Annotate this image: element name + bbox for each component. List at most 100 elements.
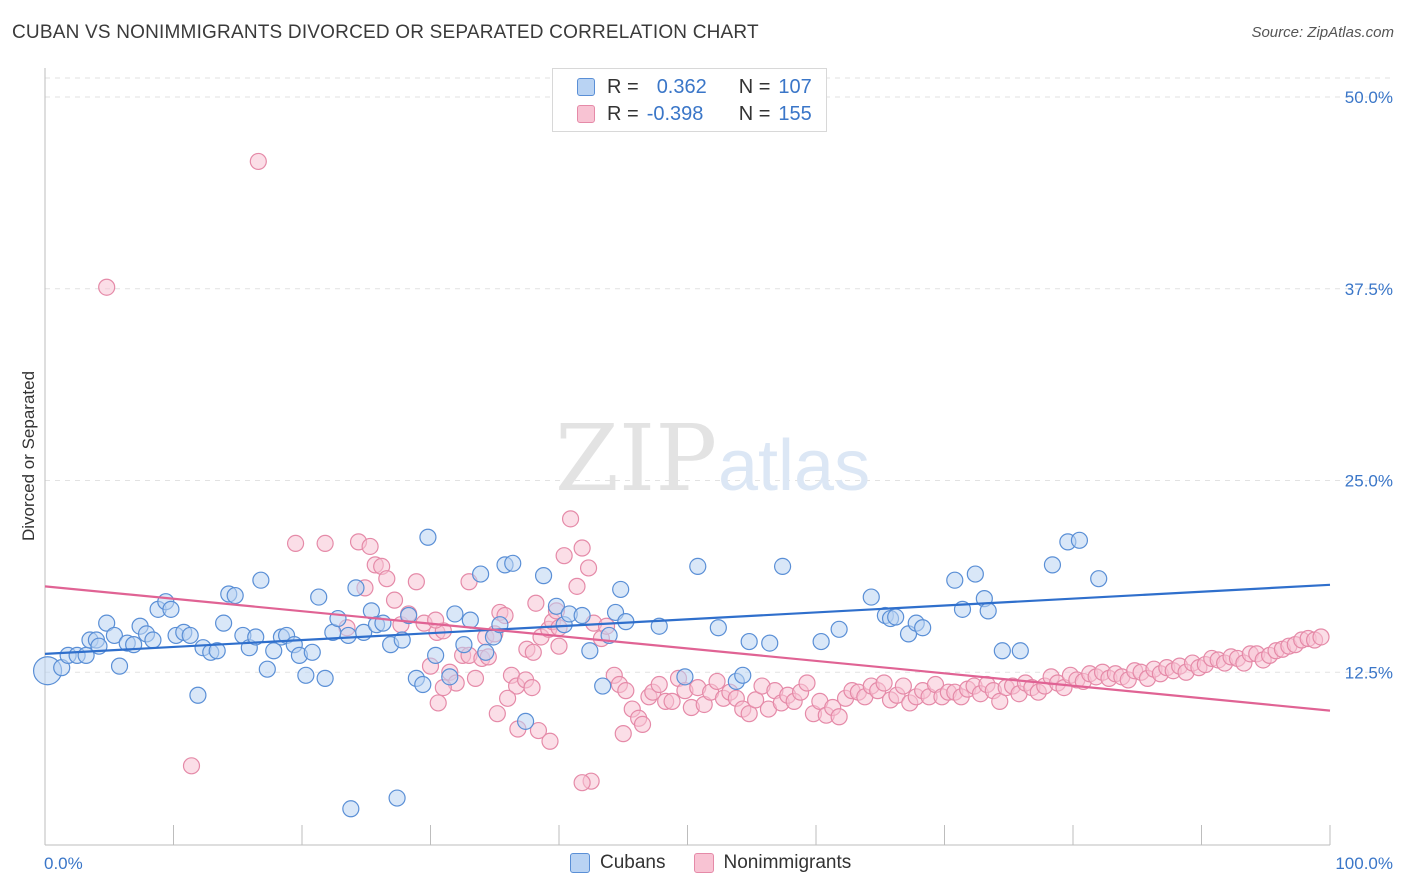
trend-lines	[44, 583, 1331, 712]
nonimmigrants-point-77	[798, 674, 816, 692]
nonimmigrants-point-63	[708, 672, 726, 691]
legend-row-nonimmigrants: R = -0.398 N = 155	[577, 102, 812, 126]
cubans-point-8	[98, 614, 116, 632]
cubans-point-9	[105, 626, 123, 645]
nonimmigrants-point-0	[98, 278, 116, 296]
cubans-point-83	[689, 557, 707, 576]
nonimmigrants-trend-line	[44, 585, 1331, 712]
cubans-point-46	[347, 579, 365, 597]
cubans-point-54	[400, 606, 418, 625]
r-value: 0.362	[656, 75, 707, 98]
cubans-point-33	[258, 660, 276, 678]
cubans-point-31	[247, 628, 265, 646]
cubans-point-81	[650, 617, 668, 635]
n-label: N =	[738, 75, 771, 98]
watermark: ZIP atlas	[555, 405, 870, 512]
cubans-point-42	[316, 669, 334, 687]
nonimmigrants-point-11	[378, 570, 396, 588]
cubans-point-70	[534, 567, 553, 585]
nonimmigrants-point-68	[740, 705, 758, 723]
cubans-point-95	[887, 608, 905, 626]
cubans-point-69	[516, 712, 535, 730]
cubans-point-61	[455, 636, 473, 654]
nonimmigrants-point-42	[579, 559, 598, 577]
nonimmigrants-point-33	[524, 643, 542, 661]
nonimmigrants-point-39	[561, 510, 580, 528]
nonimmigrants-point-69	[747, 691, 765, 709]
nonimmigrants-point-161	[541, 732, 559, 750]
nonimmigrants-swatch	[693, 853, 714, 873]
nonimmigrants-point-54	[650, 675, 668, 694]
nonimmigrants-point-1	[182, 757, 201, 775]
cubans-point-18	[162, 600, 180, 618]
nonimmigrants-point-48	[617, 682, 635, 700]
nonimmigrants-point-82	[830, 708, 848, 726]
legend-label-nonimmigrants: Nonimmigrants	[723, 852, 852, 873]
legend-label-cubans: Cubans	[600, 852, 666, 873]
cubans-point-40	[303, 643, 321, 661]
r-label: R =	[607, 75, 639, 98]
axes	[44, 68, 1331, 846]
cubans-point-41	[310, 588, 328, 606]
x-tick-label-max: 100.0%	[1335, 854, 1393, 873]
cubans-point-34	[265, 642, 283, 660]
nonimmigrants-point-8	[361, 537, 379, 556]
nonimmigrants-point-41	[573, 539, 591, 557]
nonimmigrants-point-165	[523, 678, 541, 697]
cubans-point-22	[189, 686, 207, 704]
cubans-point-63	[472, 565, 490, 583]
y-tick-label-0: 12.5%	[1345, 663, 1393, 682]
n-value: 107	[778, 75, 812, 98]
cubans-point-87	[740, 632, 758, 651]
y-axis-title: Divorced or Separated	[19, 371, 38, 541]
cubans-point-58	[427, 646, 445, 664]
cubans-point-45	[339, 626, 357, 645]
nonimmigrants-point-157	[1312, 628, 1330, 646]
cubans-point-103	[979, 602, 997, 620]
y-tick-label-2: 37.5%	[1345, 280, 1393, 299]
nonimmigrants-point-2	[249, 152, 267, 171]
cubans-point-101	[966, 565, 984, 583]
series-legend: Cubans Nonimmigrants	[570, 852, 879, 874]
cubans-point-108	[1070, 531, 1089, 549]
nonimmigrants-point-175	[573, 774, 591, 792]
cubans-point-92	[862, 588, 880, 606]
watermark-atlas: atlas	[718, 426, 870, 506]
nonimmigrants-point-160	[529, 721, 548, 740]
cubans-point-91	[830, 620, 848, 638]
cubans-point-59	[441, 668, 459, 686]
cubans-point-44	[329, 609, 347, 628]
nonimmigrants-point-38	[555, 547, 573, 565]
correlation-legend: R = 0.362 N = 107 R = -0.398 N = 155	[552, 68, 827, 132]
cubans-point-106	[1043, 556, 1062, 574]
chart-title: CUBAN VS NONIMMIGRANTS DIVORCED OR SEPAR…	[12, 22, 759, 43]
nonimmigrants-point-24	[466, 669, 485, 687]
cubans-point-74	[573, 606, 591, 625]
cubans-point-75	[581, 642, 599, 660]
cubans-point-86	[734, 666, 752, 684]
cubans-point-32	[252, 571, 270, 589]
n-value: 155	[778, 102, 812, 125]
cubans-swatch	[570, 853, 590, 873]
y-tick-label-3: 50.0%	[1345, 88, 1393, 107]
legend-row-cubans: R = 0.362 N = 107	[577, 75, 812, 99]
cubans-point-89	[773, 557, 792, 576]
cubans-point-98	[914, 619, 932, 637]
nonimmigrants-point-56	[663, 692, 681, 710]
cubans-point-90	[812, 632, 830, 651]
nonimmigrants-point-89	[875, 674, 893, 692]
cubans-point-82	[676, 668, 694, 686]
grid-lines	[45, 77, 1393, 673]
nonimmigrants-point-51	[633, 715, 652, 734]
y-tick-labels: 12.5% 25.0% 37.5% 50.0%	[1345, 88, 1393, 682]
nonimmigrants-point-92	[894, 677, 912, 695]
cubans-point-52	[388, 789, 406, 807]
legend-item-nonimmigrants: Nonimmigrants	[693, 852, 852, 874]
cubans-point-62	[461, 611, 479, 629]
cubans-point-68	[504, 554, 522, 572]
cubans-point-109	[1090, 570, 1108, 588]
nonimmigrants-point-12	[385, 591, 404, 609]
cubans-point-26	[215, 614, 233, 632]
nonimmigrants-point-107	[991, 692, 1009, 710]
nonimmigrants-point-167	[429, 694, 447, 712]
